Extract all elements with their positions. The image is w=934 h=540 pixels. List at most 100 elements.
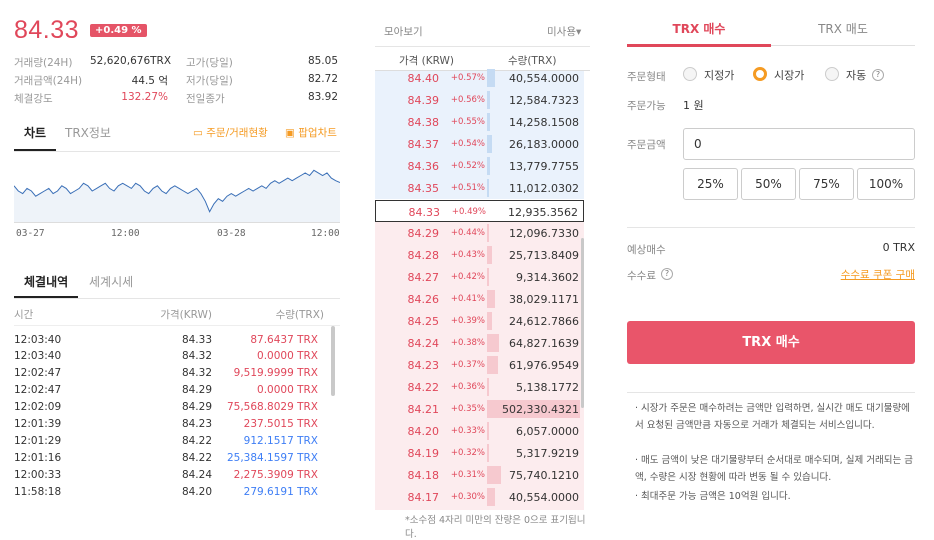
volume-bar: [487, 113, 490, 131]
bid-area: [375, 221, 584, 510]
ask-area: [375, 71, 584, 199]
ob-rate: +0.35%: [450, 404, 485, 414]
orderbook-row[interactable]: 84.24 +0.38% 64,827.1639: [375, 332, 584, 354]
stat-value: 83.92: [307, 91, 338, 103]
tab-chart[interactable]: 차트: [24, 126, 47, 140]
buy-submit-button[interactable]: TRX 매수: [627, 321, 915, 364]
ob-qty: 40,554.0000: [509, 72, 579, 85]
pct-100-button[interactable]: 100%: [857, 168, 915, 200]
ob-qty: 12,584.7323: [509, 94, 579, 107]
orderbook-row[interactable]: 84.22 +0.36% 5,138.1772: [375, 376, 584, 398]
ob-price: 84.39: [407, 94, 440, 107]
trade-time: 12:01:29: [14, 435, 62, 447]
radio-auto[interactable]: [825, 67, 839, 81]
orderbook-row[interactable]: 84.37 +0.54% 26,183.0000: [375, 133, 584, 155]
note: · 매도 금액이 낮은 대기물량부터 순서대로 매수되며, 실제 거래되는 금액…: [635, 455, 913, 483]
current-price-row[interactable]: 84.33 +0.49% 12,935.3562: [375, 200, 584, 222]
help-icon[interactable]: ?: [872, 69, 884, 81]
help-icon[interactable]: ?: [661, 268, 673, 280]
amount-input[interactable]: 0: [683, 128, 915, 160]
orderbook-row[interactable]: 84.39 +0.56% 12,584.7323: [375, 89, 584, 111]
orderbook-row[interactable]: 84.28 +0.43% 25,713.8409: [375, 244, 584, 266]
trade-price: 84.29: [181, 401, 212, 413]
fee-label: 수수료: [627, 270, 656, 282]
trade-qty: 25,384.1597 TRX: [226, 452, 318, 464]
note: · 시장가 주문은 매수하려는 금액만 입력하면, 실시간 매도 대기물량에서 …: [635, 403, 910, 431]
orderbook-row[interactable]: 84.35 +0.51% 11,012.0302: [375, 177, 584, 199]
trade-qty: 237.5015 TRX: [243, 418, 318, 430]
amount-label: 주문금액: [627, 139, 666, 151]
table-row: 12:03:40 84.33 87.6437 TRX: [14, 334, 324, 350]
orderbook-row[interactable]: 84.23 +0.37% 61,976.9549: [375, 354, 584, 376]
orderbook-row[interactable]: 84.25 +0.39% 24,612.7866: [375, 310, 584, 332]
orderbook-row[interactable]: 84.21 +0.35% 502,330.4321: [375, 398, 584, 420]
table-row: 12:02:47 84.29 0.0000 TRX: [14, 384, 324, 400]
ob-price: 84.38: [407, 116, 440, 129]
trade-time: 11:58:18: [14, 486, 62, 498]
ob-price: 84.36: [407, 160, 440, 173]
grouping-select[interactable]: 미사용▾: [547, 26, 582, 38]
ob-price: 84.20: [407, 425, 440, 438]
orderbook-row[interactable]: 84.26 +0.41% 38,029.1171: [375, 288, 584, 310]
orderbook-row[interactable]: 84.27 +0.42% 9,314.3602: [375, 266, 584, 288]
orderbook-row[interactable]: 84.18 +0.31% 75,740.1210: [375, 464, 584, 486]
pct-50-button[interactable]: 50%: [741, 168, 796, 200]
divider: [14, 298, 340, 299]
orderbook-row[interactable]: 84.19 +0.32% 5,317.9219: [375, 442, 584, 464]
orderbook-row[interactable]: 84.38 +0.55% 14,258.1508: [375, 111, 584, 133]
chart-line: [14, 169, 340, 213]
tab-coin-info[interactable]: TRX정보: [65, 126, 111, 140]
popup-chart-link[interactable]: ▣ 팝업차트: [285, 127, 337, 139]
orderbook-panel: 모아보기 미사용▾ 가격 (KRW) 수량(TRX) 84.40 +0.57% 40…: [375, 0, 590, 540]
table-row: 12:02:47 84.32 9,519.9999 TRX: [14, 367, 324, 383]
tab-buy[interactable]: TRX 매수: [672, 22, 726, 36]
col-header-qty: 수량(TRX): [508, 55, 557, 67]
ob-rate: +0.41%: [450, 294, 485, 304]
pct-75-button[interactable]: 75%: [799, 168, 854, 200]
orderbook-row[interactable]: 84.29 +0.44% 12,096.7330: [375, 222, 584, 244]
volume-bar: [487, 91, 490, 109]
volume-bar: [487, 312, 492, 330]
chart-axis: [14, 222, 340, 223]
divider: [14, 325, 340, 326]
tab-sell[interactable]: TRX 매도: [818, 22, 868, 36]
fee-coupon-link[interactable]: 수수료 쿠폰 구매: [840, 269, 915, 281]
radio-market[interactable]: [753, 67, 767, 81]
ob-price: 84.22: [407, 381, 440, 394]
tab-underline: [14, 296, 78, 298]
radio-limit-label[interactable]: 지정가: [704, 69, 735, 82]
ob-qty: 5,138.1772: [516, 381, 579, 394]
tab-trades[interactable]: 체결내역: [24, 275, 69, 289]
ob-price: 84.21: [407, 403, 440, 416]
orderbook-row[interactable]: 84.17 +0.30% 40,554.0000: [375, 486, 584, 508]
ticker-panel: 84.33 +0.49 % 거래량(24H) 52,620,676TRX 거래금…: [0, 0, 350, 531]
tab-world-prices[interactable]: 세계시세: [89, 275, 134, 289]
orderbook-scrollbar[interactable]: [581, 238, 584, 408]
ob-price: 84.33: [408, 206, 441, 219]
divider: [627, 392, 915, 393]
stat-value: 132.27%: [121, 91, 168, 103]
ob-price: 84.29: [407, 227, 440, 240]
radio-limit[interactable]: [683, 67, 697, 81]
trade-time: 12:00:33: [14, 469, 62, 481]
orderbook-row[interactable]: 84.36 +0.52% 13,779.7755: [375, 155, 584, 177]
available-label: 주문가능: [627, 100, 666, 112]
volume-bar: [487, 466, 501, 484]
orderbook-row[interactable]: 84.40 +0.57% 40,554.0000: [375, 67, 584, 89]
ob-price: 84.19: [407, 447, 440, 460]
pct-25-button[interactable]: 25%: [683, 168, 738, 200]
trade-price: 84.33: [181, 334, 212, 346]
trade-price: 84.29: [181, 384, 212, 396]
trades-scrollbar[interactable]: [331, 326, 335, 396]
volume-bar: [487, 290, 495, 308]
radio-auto-label[interactable]: 자동: [846, 69, 867, 82]
trade-price: 84.22: [181, 452, 212, 464]
x-tick: 03-27: [16, 228, 45, 239]
ob-rate: +0.56%: [450, 95, 485, 105]
orderbook-row[interactable]: 84.20 +0.33% 6,057.0000: [375, 420, 584, 442]
radio-market-label[interactable]: 시장가: [774, 69, 805, 82]
order-status-link[interactable]: ▭ 주문/거래현황: [193, 127, 268, 139]
price-chart[interactable]: [14, 160, 340, 222]
volume-bar: [487, 157, 490, 175]
table-row: 12:02:09 84.29 75,568.8029 TRX: [14, 401, 324, 417]
